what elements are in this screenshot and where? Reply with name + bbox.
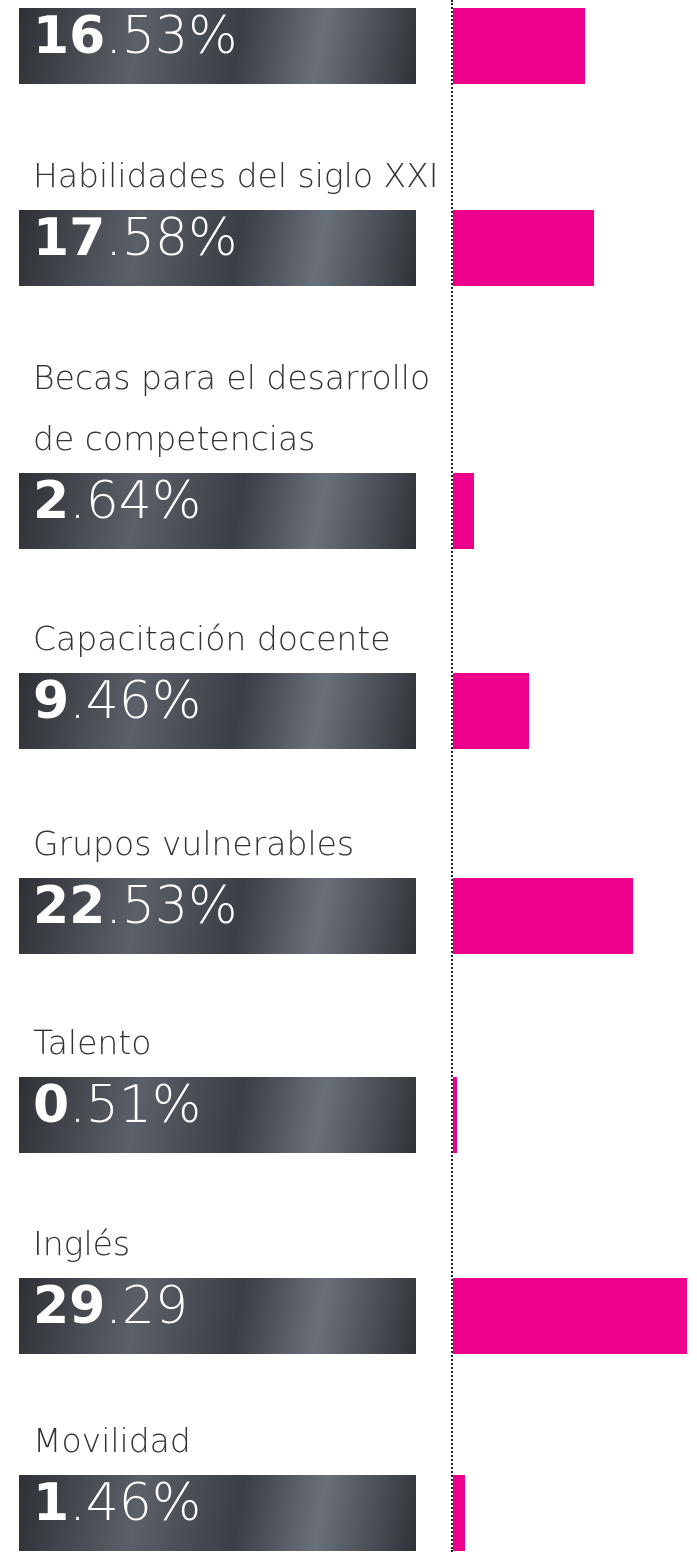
value-label: 2.64% <box>33 473 201 539</box>
photo-panel: 17.58% <box>19 210 416 286</box>
bar <box>453 1278 687 1354</box>
bar <box>453 210 594 286</box>
bar <box>453 1077 457 1153</box>
photo-panel: 29.29 <box>19 1278 416 1354</box>
photo-panel: 0.51% <box>19 1077 416 1153</box>
category-label: Habilidades del siglo XXI <box>33 145 453 206</box>
value-label: 17.58% <box>33 210 237 276</box>
bar <box>453 673 529 749</box>
bar <box>453 473 474 549</box>
photo-panel: 22.53% <box>19 878 416 954</box>
photo-panel: 16.53% <box>19 8 416 84</box>
value-label: 16.53% <box>33 8 237 74</box>
bar <box>453 1475 465 1551</box>
photo-panel: 9.46% <box>19 673 416 749</box>
category-label: Movilidad <box>33 1410 453 1471</box>
photo-panel: 2.64% <box>19 473 416 549</box>
category-label: Capacitación docente <box>33 608 453 669</box>
category-label: Inglés <box>33 1213 453 1274</box>
photo-panel: 1.46% <box>19 1475 416 1551</box>
bar <box>453 878 633 954</box>
category-label: Talento <box>33 1012 453 1073</box>
value-label: 1.46% <box>33 1475 201 1541</box>
value-label: 0.51% <box>33 1077 201 1143</box>
category-label: Becas para el desarrollo de competencias <box>33 347 453 469</box>
bar <box>453 8 585 84</box>
value-label: 22.53% <box>33 878 237 944</box>
value-label: 9.46% <box>33 673 201 739</box>
value-label: 29.29 <box>33 1278 188 1344</box>
page: (() => { const data = JSON.parse(documen… <box>0 0 697 1552</box>
category-label: Grupos vulnerables <box>33 813 453 874</box>
